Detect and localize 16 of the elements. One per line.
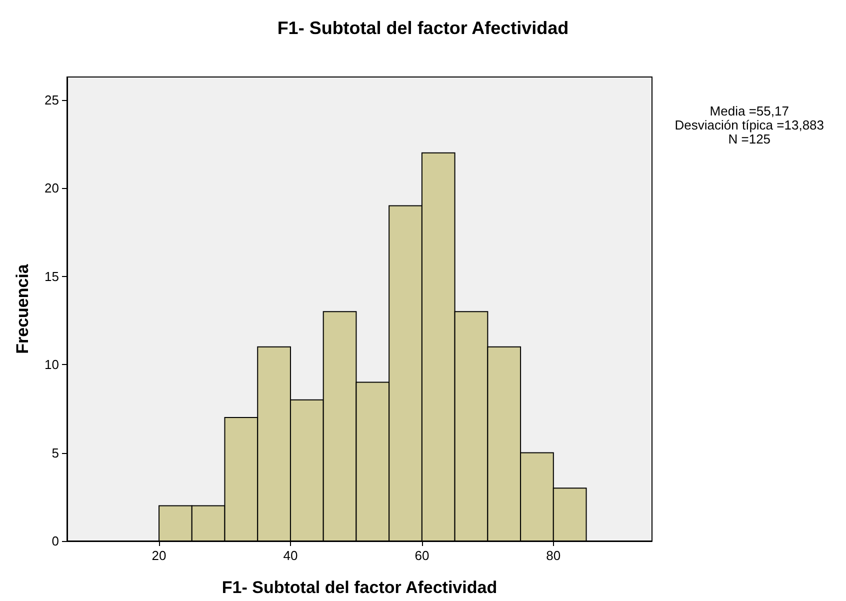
text: Media =55,17 (710, 104, 789, 118)
x-tick-label: 40 (283, 548, 298, 563)
y-tick-label: 20 (44, 180, 59, 196)
y-tick-label: 10 (44, 357, 59, 372)
x-tick-label: 80 (546, 548, 561, 563)
text: N =125 (728, 132, 771, 146)
y-tick-label: 5 (52, 445, 59, 460)
x-tick-label: 60 (414, 548, 430, 563)
y-axis-title: Frecuencia (13, 264, 32, 354)
x-axis-title: F1- Subtotal del factor Afectividad (222, 578, 498, 597)
text: Desviación típica =13,883 (674, 118, 824, 132)
y-tick-label: 25 (44, 92, 59, 108)
x-tick-label: 20 (152, 548, 166, 563)
y-tick-label: 0 (52, 534, 59, 548)
chart-title: F1- Subtotal del factor Afectividad (277, 18, 569, 38)
y-tick-label: 15 (44, 268, 59, 284)
